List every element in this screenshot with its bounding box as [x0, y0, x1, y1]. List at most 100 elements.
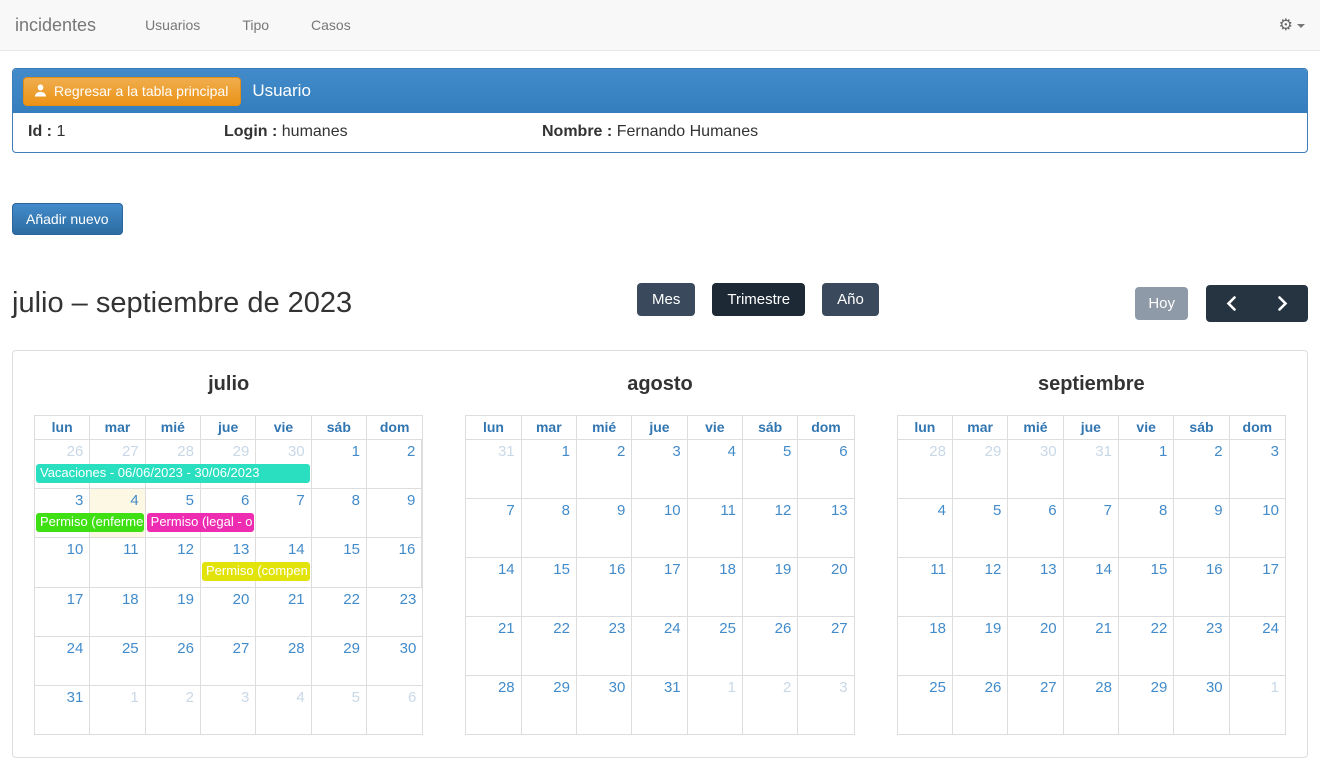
day-cell[interactable]: 2 — [367, 440, 423, 489]
day-cell[interactable]: 30 — [256, 440, 312, 489]
day-cell[interactable]: 3 — [632, 440, 688, 498]
day-cell[interactable]: 9 — [367, 489, 423, 538]
day-cell[interactable]: 7 — [256, 489, 312, 538]
nav-item-casos[interactable]: Casos — [311, 17, 351, 33]
today-button[interactable]: Hoy — [1135, 286, 1188, 320]
calendar-event[interactable]: Permiso (legal - o — [146, 513, 255, 533]
day-cell[interactable]: 25 — [688, 617, 743, 675]
add-new-button[interactable]: Añadir nuevo — [12, 203, 123, 235]
day-cell[interactable]: 2 — [743, 676, 799, 734]
back-to-table-button[interactable]: Regresar a la tabla principal — [23, 76, 242, 106]
day-cell[interactable]: 6 — [407, 688, 417, 706]
day-cell[interactable]: 10 — [632, 499, 688, 557]
day-cell[interactable]: 16 — [1174, 558, 1230, 616]
day-cell[interactable]: 8 — [312, 489, 367, 538]
day-cell[interactable]: 27 — [201, 636, 257, 685]
day-cell[interactable]: 13 — [1008, 558, 1064, 616]
settings-dropdown[interactable]: ⚙ — [1279, 15, 1305, 35]
day-cell[interactable]: 29 — [1119, 676, 1175, 734]
day-cell[interactable]: 9 — [577, 499, 633, 557]
day-cell[interactable]: 4 — [256, 685, 312, 735]
day-cell[interactable]: 17 — [1262, 561, 1279, 578]
calendar-event[interactable]: Permiso (enferme — [36, 513, 144, 533]
day-cell[interactable]: 25 — [898, 676, 953, 734]
day-cell[interactable]: 2 — [1174, 440, 1230, 498]
day-cell[interactable]: 29 — [312, 636, 367, 685]
day-cell[interactable]: 14 — [466, 558, 522, 616]
day-cell[interactable]: 20 — [1008, 617, 1064, 675]
day-cell[interactable]: 12 — [743, 499, 799, 557]
day-cell[interactable]: 24 — [632, 617, 688, 675]
day-cell[interactable]: 5 — [743, 440, 799, 498]
day-cell[interactable]: 15 — [522, 558, 577, 616]
day-cell[interactable]: 28 — [898, 440, 953, 498]
day-cell[interactable]: 9 — [1174, 499, 1230, 557]
day-cell[interactable]: 8 — [1119, 499, 1175, 557]
day-cell[interactable]: 14 — [1064, 558, 1119, 616]
day-cell[interactable]: 16 — [577, 558, 633, 616]
day-cell[interactable]: 15 — [312, 538, 367, 587]
day-cell[interactable]: 24 — [1262, 620, 1279, 637]
calendar-event[interactable]: Permiso (compen — [201, 562, 310, 582]
day-cell[interactable]: 22 — [1119, 617, 1175, 675]
view-button-trimestre[interactable]: Trimestre — [712, 283, 806, 316]
day-cell[interactable]: 31 — [632, 676, 688, 734]
day-cell[interactable]: 26 — [146, 636, 201, 685]
day-cell[interactable]: 20 — [201, 587, 257, 636]
next-button[interactable] — [1257, 285, 1308, 322]
day-cell[interactable]: 18 — [90, 587, 146, 636]
day-cell[interactable]: 23 — [399, 590, 417, 608]
day-cell[interactable]: 6 — [201, 489, 257, 538]
day-cell[interactable]: 7 — [466, 499, 522, 557]
day-cell[interactable]: 8 — [522, 499, 577, 557]
day-cell[interactable]: 1 — [1270, 679, 1279, 696]
day-cell[interactable]: 11 — [688, 499, 743, 557]
day-cell[interactable]: 20 — [830, 561, 848, 578]
day-cell[interactable]: 22 — [312, 587, 367, 636]
day-cell[interactable]: 11 — [90, 538, 146, 587]
day-cell[interactable]: 19 — [953, 617, 1009, 675]
day-cell[interactable]: 30 — [399, 639, 417, 657]
day-cell[interactable]: 5 — [312, 685, 367, 735]
day-cell[interactable]: 30 — [1174, 676, 1230, 734]
day-cell[interactable]: 5 — [953, 499, 1009, 557]
day-cell[interactable]: 17 — [35, 587, 91, 636]
nav-item-usuarios[interactable]: Usuarios — [145, 17, 201, 33]
day-cell[interactable]: 26 — [743, 617, 799, 675]
day-cell[interactable]: 14 — [256, 538, 312, 587]
day-cell[interactable]: 11 — [898, 558, 953, 616]
nav-item-tipo[interactable]: Tipo — [242, 17, 270, 33]
day-cell[interactable]: 12 — [953, 558, 1009, 616]
day-cell[interactable]: 27 — [830, 620, 848, 637]
day-cell[interactable]: 1 — [312, 440, 367, 489]
day-cell[interactable]: 31 — [35, 685, 91, 735]
brand-link[interactable]: incidentes — [15, 14, 97, 35]
view-button-ano[interactable]: Año — [822, 283, 879, 316]
day-cell[interactable]: 16 — [367, 538, 423, 587]
day-cell[interactable]: 2 — [577, 440, 633, 498]
day-cell[interactable]: 1 — [90, 685, 146, 735]
day-cell[interactable]: 26 — [953, 676, 1009, 734]
day-cell[interactable]: 6 — [1008, 499, 1064, 557]
day-cell[interactable]: 19 — [146, 587, 201, 636]
day-cell[interactable]: 3 — [839, 679, 848, 696]
day-cell[interactable]: 10 — [35, 538, 91, 587]
day-cell[interactable]: 17 — [632, 558, 688, 616]
day-cell[interactable]: 18 — [898, 617, 953, 675]
day-cell[interactable]: 29 — [522, 676, 577, 734]
day-cell[interactable]: 24 — [35, 636, 91, 685]
day-cell[interactable]: 23 — [1174, 617, 1230, 675]
day-cell[interactable]: 1 — [522, 440, 577, 498]
day-cell[interactable]: 4 — [898, 499, 953, 557]
view-button-mes[interactable]: Mes — [637, 283, 696, 316]
day-cell[interactable]: 6 — [839, 443, 848, 460]
day-cell[interactable]: 18 — [688, 558, 743, 616]
day-cell[interactable]: 1 — [688, 676, 743, 734]
day-cell[interactable]: 25 — [90, 636, 146, 685]
day-cell[interactable]: 10 — [1262, 502, 1279, 519]
day-cell[interactable]: 29 — [953, 440, 1009, 498]
day-cell[interactable]: 7 — [1064, 499, 1119, 557]
day-cell[interactable]: 3 — [1270, 443, 1279, 460]
day-cell[interactable]: 31 — [466, 440, 522, 498]
day-cell[interactable]: 23 — [577, 617, 633, 675]
